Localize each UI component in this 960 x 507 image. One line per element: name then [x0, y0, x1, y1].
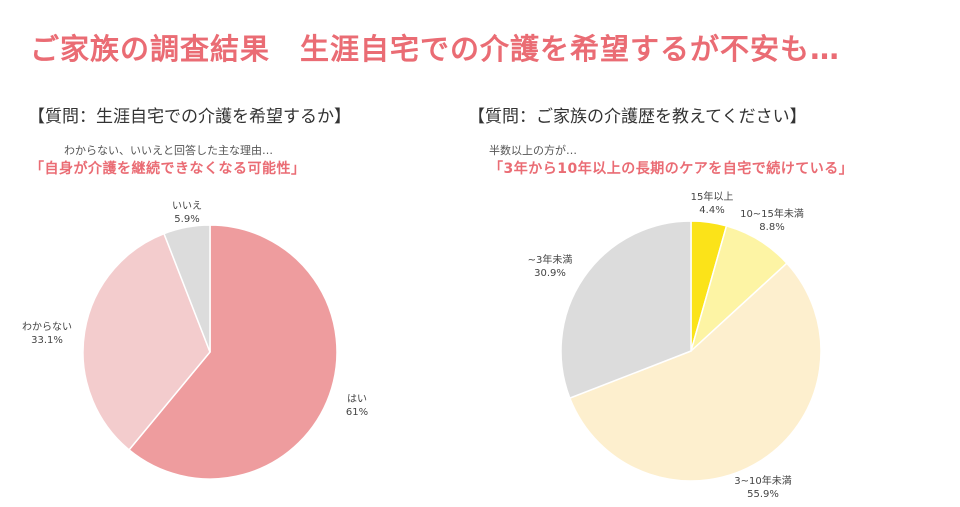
chart-1-slice-2-value: 33.1%: [31, 335, 63, 346]
chart-2-highlight: 「3年から10年以上の長期のケアを自宅で続けている」: [489, 161, 854, 177]
chart-1-slice-3-value: 5.9%: [174, 214, 199, 225]
chart-2-question: 【質問：ご家族の介護歴を教えてください】: [468, 107, 807, 127]
chart-1-note: わからない、いいえと回答した主な理由…: [64, 144, 273, 157]
chart-2-note: 半数以上の方が…: [489, 144, 577, 157]
chart-2-slice-2-label: 10~15年未満: [740, 207, 804, 220]
chart-2-slice-2-value: 8.8%: [759, 222, 784, 233]
panel-care-duration: 【質問：ご家族の介護歴を教えてください】 半数以上の方が… 「3年から10年以上…: [468, 0, 960, 507]
chart-1-slice-2: [82, 232, 211, 451]
chart-1-pie: はい 61% わからない 33.1% いいえ 5.9%: [22, 200, 368, 480]
chart-1-slice-1: [127, 224, 338, 480]
chart-1-slice-2-label: わからない: [22, 321, 72, 333]
page-title: ご家族の調査結果 生涯自宅での介護を希望するが不安も…: [30, 32, 841, 66]
chart-2-slice-3-value: 55.9%: [747, 489, 779, 500]
chart-2-slice-1-value: 4.4%: [699, 205, 724, 216]
chart-1-highlight: 「自身が介護を継続できなくなる可能性」: [30, 161, 306, 177]
chart-2-slice-4-label: ~3年未満: [528, 253, 573, 266]
chart-1-slice-1-value: 61%: [346, 407, 368, 418]
chart-2-slice-3: [568, 262, 822, 482]
chart-2-slice-3-label: 3~10年未満: [734, 474, 791, 487]
panel-home-care-preference: 【質問：生涯自宅での介護を希望するか】 わからない、いいえと回答した主な理由… …: [22, 107, 368, 480]
chart-2-slice-4-value: 30.9%: [534, 268, 566, 279]
chart-1-slice-3-label: いいえ: [172, 200, 202, 212]
chart-1-slice-1-label: はい: [347, 393, 367, 405]
chart-1-slice-3: [163, 224, 211, 353]
chart-1-question: 【質問：生涯自宅での介護を希望するか】: [28, 107, 351, 127]
chart-2-slice-4: [560, 220, 692, 400]
chart-2-pie: 15年以上 4.4% 10~15年未満 8.8% 3~10年未満 55.9% ~3年未満 30…: [528, 190, 822, 500]
chart-2-slice-1-label: 15年以上: [691, 190, 734, 203]
